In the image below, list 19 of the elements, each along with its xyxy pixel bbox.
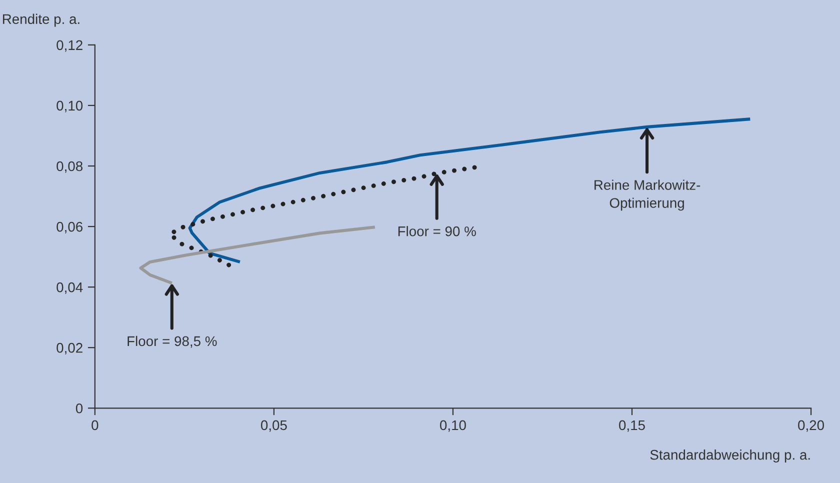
y-tick-label: 0 [76,403,83,414]
y-tick-label: 0,02 [56,342,82,354]
y-axis-title: Rendite p. a. [2,14,80,27]
annotation: Floor = 90 % [398,226,476,236]
x-tick-label: 0,10 [440,420,466,432]
y-tick-label: 0,10 [56,100,83,112]
x-axis-title: Standardabweichung p. a. [650,450,810,462]
annotation: Floor = 98,5 % [128,336,217,348]
y-tick-label: 0,12 [56,40,82,52]
x-tick-label: 0,05 [260,420,287,432]
y-tick-label: 0,06 [56,222,83,234]
y-tick-label: 0,08 [56,161,83,173]
x-tick-label: 0,20 [798,420,824,432]
y-tick-label: 0,04 [56,282,83,294]
line-series [139,226,376,285]
line-series [188,118,752,264]
annotation: Reine Markowitz- Optimierung [594,180,700,211]
x-tick-label: 0,15 [619,420,645,432]
x-tick-label: 0 [92,420,98,430]
